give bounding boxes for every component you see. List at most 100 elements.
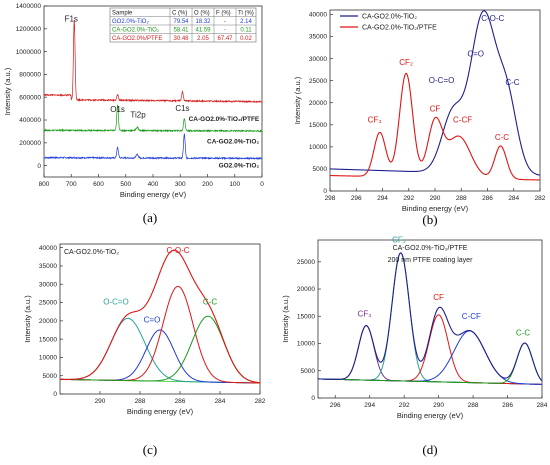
- peak-annotation: CF₂: [392, 236, 406, 245]
- x-axis-label: Binding energy (eV): [397, 411, 464, 420]
- series-line-0: [43, 133, 263, 161]
- y-tick-label: 10000: [39, 355, 57, 362]
- y-tick-label: 30000: [39, 281, 57, 288]
- plot-frame: [317, 239, 543, 399]
- x-tick-label: 294: [377, 195, 388, 202]
- table-cell: 30.48: [173, 36, 189, 42]
- x-tick-label: 292: [399, 402, 410, 409]
- panel-title: CA-GO2.0%-TiO₂/PTFE: [393, 245, 468, 252]
- table-header: C (%): [172, 11, 187, 17]
- x-tick-label: 286: [482, 195, 493, 202]
- peak-annotation: C-CF: [462, 312, 481, 321]
- x-tick-label: 400: [148, 181, 159, 188]
- y-tick-label: 1200000: [16, 26, 42, 33]
- peak-annotation: O-C=O: [429, 76, 455, 85]
- series-line-1: [43, 104, 263, 133]
- x-tick-label: 288: [135, 398, 146, 405]
- table-cell: 0.02: [240, 36, 252, 42]
- table-row-name: CA-GO2.0%/PTFE: [112, 36, 162, 42]
- x-axis-label: Binding energy (eV): [402, 204, 469, 213]
- y-tick-label: 200000: [19, 140, 41, 147]
- x-tick-label: 294: [364, 402, 375, 409]
- x-axis-label: Binding energy (eV): [120, 190, 187, 199]
- component-line-3: [60, 315, 261, 384]
- x-tick-label: 284: [508, 195, 519, 202]
- y-tick-label: 0: [37, 163, 41, 170]
- peak-label: Ti2p: [130, 111, 146, 120]
- y-tick-label: 1000000: [16, 49, 42, 56]
- peak-label: F1s: [65, 14, 78, 23]
- peak-annotation: C-O-C: [166, 246, 189, 255]
- component-line-4: [317, 342, 543, 384]
- peak-label: C1s: [175, 104, 189, 113]
- panel-title: CA-GO2.0%-TiO₂: [64, 249, 119, 256]
- peak-annotation: C-C: [495, 133, 509, 142]
- table-cell: 67.47: [217, 36, 233, 42]
- y-tick-label: 10000: [309, 144, 327, 151]
- component-line-1: [317, 252, 543, 385]
- y-tick-label: 0: [311, 395, 315, 402]
- x-tick-label: 296: [330, 402, 341, 409]
- table-cell: 58.41: [173, 28, 189, 34]
- x-tick-label: 700: [66, 181, 77, 188]
- table-header: O (%): [194, 11, 210, 17]
- y-tick-label: 25000: [309, 78, 327, 85]
- peak-annotation: C-C: [516, 328, 530, 337]
- y-tick-label: 25000: [297, 259, 315, 266]
- panel-3: 296 294 292 290 288 286 284 0 5000 10000 15000 2000…: [281, 236, 548, 457]
- plot-frame: [59, 243, 261, 395]
- x-tick-label: 300: [175, 181, 186, 188]
- x-tick-label: 286: [502, 402, 513, 409]
- y-tick-label: 20000: [309, 100, 327, 107]
- envelope-line: [59, 249, 261, 384]
- y-axis-label: Intensity (a.u.): [3, 67, 12, 115]
- table-cell: 2.14: [240, 19, 252, 25]
- x-tick-label: 500: [120, 181, 131, 188]
- panel-label: (d): [422, 442, 437, 457]
- legend-entry: CA-GO2.0%-TiO₂/PTFE: [362, 25, 437, 32]
- peak-annotation: CF: [433, 293, 444, 302]
- peak-annotation: CF₃: [368, 116, 382, 125]
- x-axis-label: Binding energy (eV): [127, 407, 194, 416]
- panel-label: (b): [422, 212, 437, 227]
- composition-table: Sample C (%) O (%) F (%) Ti (%) GO2.0%-TiO₂ 79…: [109, 7, 257, 43]
- panel-1: 298 296 294 292 290 288 286 284 282 0 5000 10000 150…: [293, 9, 546, 227]
- x-tick-label: 282: [255, 398, 266, 405]
- panel-label: (a): [143, 210, 157, 225]
- table-row-name: GO2.0%-TiO₂: [112, 19, 149, 25]
- peak-annotation: C-CF: [453, 116, 472, 125]
- x-tick-label: 292: [403, 195, 414, 202]
- peak-label: O1s: [110, 105, 125, 114]
- table-header: F (%): [216, 11, 231, 17]
- y-tick-label: 40000: [39, 245, 57, 252]
- component-line-2: [60, 285, 260, 384]
- peak-annotation: C-O-C: [481, 14, 504, 23]
- y-tick-label: 5000: [301, 368, 316, 375]
- y-tick-label: 0: [323, 188, 327, 195]
- x-tick-label: 282: [535, 195, 546, 202]
- y-tick-label: 800000: [19, 72, 41, 79]
- x-tick-label: 290: [430, 195, 441, 202]
- peak-annotation: CF₂: [399, 58, 413, 67]
- x-tick-label: 298: [325, 195, 336, 202]
- y-tick-label: 1400000: [16, 3, 42, 10]
- table-cell: 79.54: [173, 19, 189, 25]
- peak-annotation: C=O: [467, 49, 484, 58]
- table-cell: -: [224, 19, 226, 25]
- table-cell: 0.11: [240, 28, 252, 34]
- y-tick-label: 40000: [309, 12, 327, 19]
- panel-2: 290 288 286 284 282 0 5000 10000 15000 20000 25000…: [23, 243, 266, 457]
- curve-label: GO2.0%-TiO₂: [219, 163, 260, 170]
- y-tick-label: 20000: [297, 286, 315, 293]
- x-tick-label: 200: [202, 181, 213, 188]
- x-tick-label: 296: [351, 195, 362, 202]
- y-axis-label: Intensity (a.u.): [281, 295, 290, 343]
- table-header: Ti (%): [238, 11, 254, 17]
- y-tick-label: 25000: [39, 300, 57, 307]
- x-tick-label: 288: [468, 402, 479, 409]
- legend-entry: CA-GO2.0%-TiO₂: [362, 14, 417, 21]
- table-cell: 18.32: [195, 19, 211, 25]
- table-row-name: CA-GO2.0%-TiO₂: [112, 28, 160, 34]
- y-tick-label: 5000: [313, 166, 328, 173]
- x-tick-label: 290: [433, 402, 444, 409]
